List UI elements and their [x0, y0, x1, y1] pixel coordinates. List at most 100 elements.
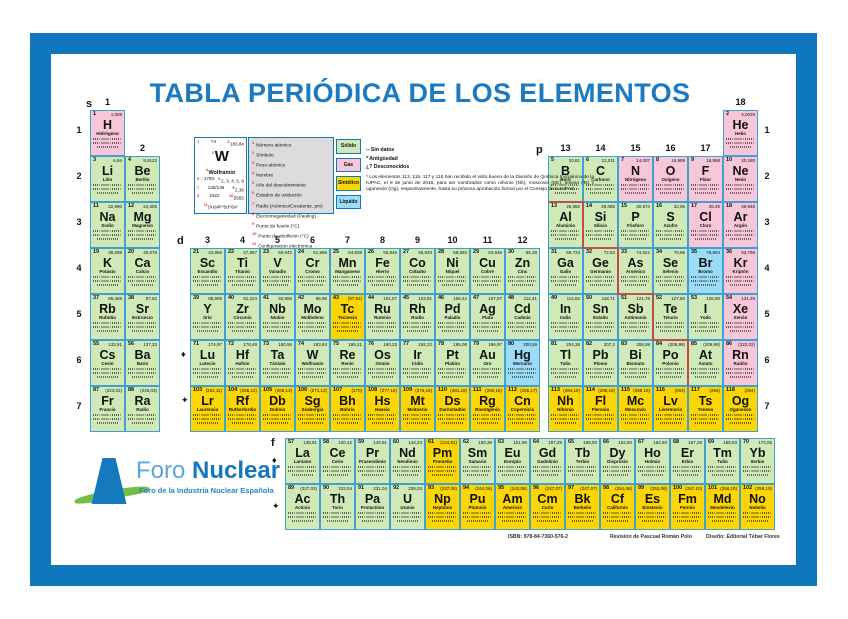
element-Mt: 109 (276,15) Mt Meitnerio	[400, 386, 435, 432]
element-symbol: Tl	[559, 347, 572, 362]
element-properties-microtext	[726, 367, 755, 371]
element-name: Cinc	[517, 269, 528, 274]
element-H: 1 1,008 H Hidrógeno	[90, 110, 125, 156]
element-symbol: Na	[99, 209, 116, 224]
element-properties-microtext	[428, 469, 457, 473]
element-symbol: Mn	[338, 255, 357, 270]
electron-config-microtext	[372, 375, 393, 379]
element-properties-microtext	[743, 515, 772, 519]
element-number-mass: 68 167,26	[673, 439, 702, 445]
element-symbol: Ac	[294, 491, 311, 506]
state-swatch-liquid: Líquido	[336, 194, 361, 209]
element-properties-microtext	[621, 275, 650, 279]
element-properties-microtext	[726, 183, 755, 187]
element-symbol: Nb	[269, 301, 286, 316]
element-Np: 93 (237,05) Np Neptunio	[425, 484, 460, 530]
element-name: Circonio	[233, 315, 252, 320]
element-V: 23 50,942 V Vanadio	[260, 248, 295, 294]
element-number-mass: 96 (247,07)	[533, 485, 562, 491]
element-symbol: Mt	[410, 393, 425, 408]
electron-config-microtext	[730, 191, 751, 195]
electron-config-microtext	[590, 375, 611, 379]
element-properties-microtext	[193, 417, 222, 421]
element-name: Carbono	[591, 177, 610, 182]
element-properties-microtext	[333, 417, 362, 421]
element-properties-microtext	[568, 465, 597, 469]
period-label-right-3: 3	[764, 217, 770, 227]
element-Nd: 60 144,24 Nd Neodimio	[390, 438, 425, 484]
element-number-mass: 30 65,38	[508, 249, 537, 255]
element-properties-microtext	[586, 183, 615, 187]
element-name: Disprosio	[607, 459, 628, 464]
element-name: Arsénico	[625, 269, 646, 274]
element-O: 8 15,999 O Oxígeno	[653, 156, 688, 202]
element-symbol: Nh	[557, 393, 574, 408]
element-Cl: 17 35,45 Cl Cloro	[688, 202, 723, 248]
legend-field-3: 3 Peso atómico	[252, 160, 286, 169]
electron-config-microtext	[642, 473, 663, 477]
electron-config-microtext	[660, 237, 681, 241]
element-name: Silicio	[593, 223, 608, 228]
element-number-mass: 79 196,97	[473, 341, 502, 347]
electron-config-microtext	[372, 421, 393, 425]
element-name: Einstenio	[642, 505, 663, 510]
electron-config-microtext	[747, 519, 768, 523]
element-number-mass: 102 (259,10)	[743, 485, 772, 491]
element-Al: 13 26,982 Al Aluminio	[548, 202, 583, 248]
element-name: Tecnecio	[337, 315, 358, 320]
element-name: Nitrógeno	[624, 177, 647, 182]
element-properties-microtext	[551, 413, 580, 417]
state-swatch-gas: Gas	[336, 157, 361, 172]
electron-config-microtext	[442, 329, 463, 333]
element-properties-microtext	[128, 187, 157, 191]
series-marker-lanthanide: ♦	[272, 455, 277, 465]
electron-config-microtext	[327, 473, 348, 477]
element-P: 15 30,974 P Fósforo	[618, 202, 653, 248]
element-Cr: 24 51,996 Cr Cromo	[295, 248, 330, 294]
group-label-17: 17	[700, 143, 711, 153]
element-number-mass: 67 164,93	[638, 439, 667, 445]
element-symbol: U	[402, 491, 413, 506]
element-name: Curio	[541, 505, 554, 510]
element-symbol: Mg	[133, 209, 152, 224]
element-number-mass: 74 183,84	[298, 341, 327, 347]
element-properties-microtext	[358, 465, 387, 469]
group-label-11: 11	[482, 235, 493, 245]
element-name: Mendelevio	[710, 505, 735, 510]
electron-config-microtext	[132, 237, 153, 241]
element-Am: 95 (243,06) Am Americio	[495, 484, 530, 530]
element-Tm: 69 168,93 Tm Tulio	[705, 438, 740, 484]
element-properties-microtext	[263, 279, 292, 283]
element-properties-microtext	[298, 275, 327, 279]
legend-field-7: 7 Radio (Atómico/Covalente, pm)	[252, 200, 323, 210]
element-symbol: Se	[662, 255, 679, 270]
element-symbol: Cl	[699, 209, 712, 224]
group-label-15: 15	[630, 143, 641, 153]
legend-field-1: 1 Número atómico	[252, 140, 292, 149]
element-name: Iterbio	[750, 459, 765, 464]
element-number-mass: 99 (252,08)	[638, 485, 667, 491]
element-properties-microtext	[656, 413, 685, 417]
element-symbol: Ge	[592, 255, 609, 270]
element-Sn: 50 118,71 Sn Estaño	[583, 294, 618, 340]
period-label-right-5: 5	[764, 309, 770, 319]
state-swatch-synthetic: Sintético	[336, 176, 361, 191]
element-name: Cesio	[101, 361, 114, 366]
element-W: 74 183,84 W Wolframio	[295, 340, 330, 386]
element-Zn: 30 65,38 Zn Cinc	[505, 248, 540, 294]
element-name: Samario	[468, 459, 487, 464]
electron-config-microtext	[660, 191, 681, 195]
legend-notes: -- Sin datos * Antigüedad ¿? Desconocido…	[366, 146, 601, 193]
electron-config-microtext	[267, 421, 288, 425]
element-properties-microtext	[438, 321, 467, 325]
element-name: Estroncio	[132, 315, 153, 320]
legend-example-element: 1 74 3183,84 2W 4Wolframio 5 1783 62, 3, 4, 5, …	[194, 137, 247, 214]
element-name: Rutherfordio	[228, 407, 257, 412]
element-properties-microtext	[656, 325, 685, 329]
element-number-mass: 36 83,798	[726, 249, 755, 255]
element-Lu: 71 174,97 Lu Lutecio	[190, 340, 225, 386]
electron-config-microtext	[537, 519, 558, 523]
element-number-mass: 21 44,956	[193, 249, 222, 255]
element-name: Hassio	[375, 407, 390, 412]
element-properties-microtext	[428, 515, 457, 519]
